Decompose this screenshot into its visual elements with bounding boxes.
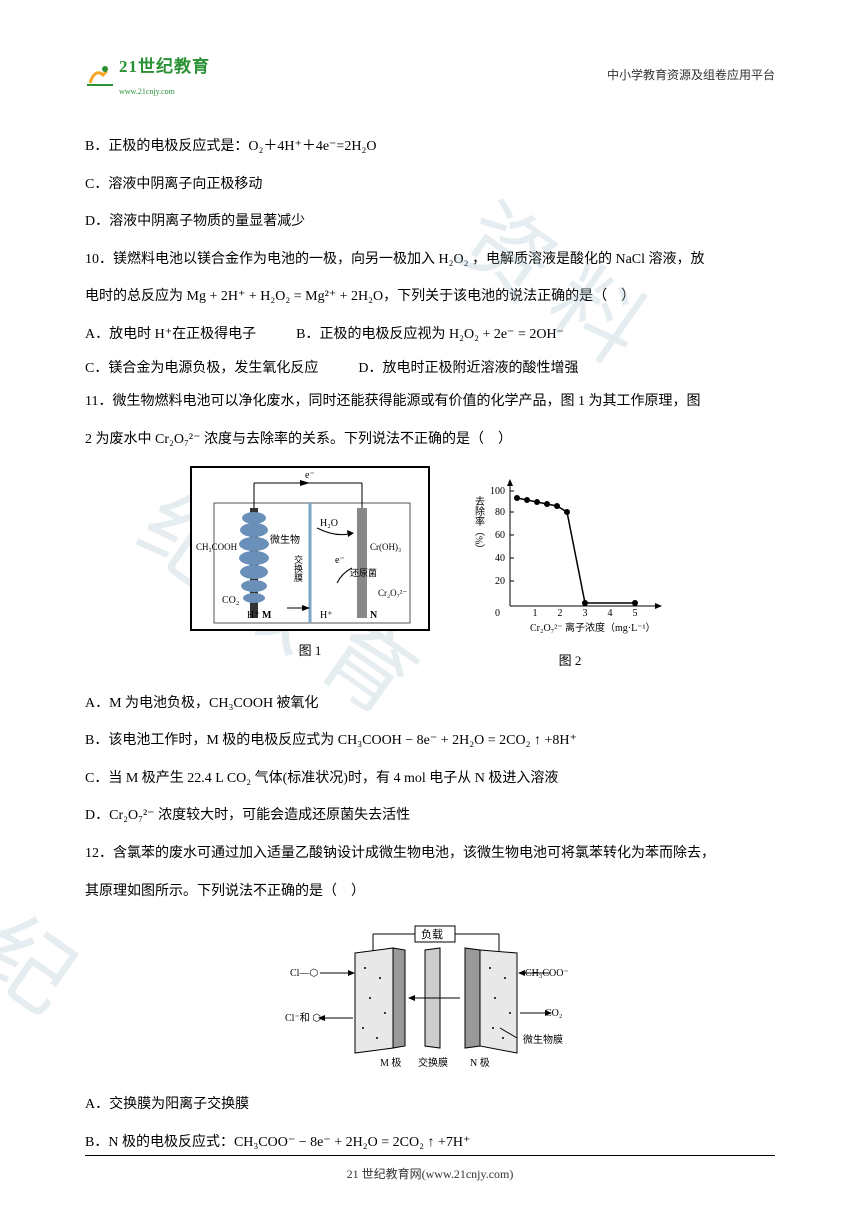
svg-text:H₂O: H₂O [320, 518, 338, 529]
q12-option-a: A．交换膜为阳离子交换膜 [85, 1088, 775, 1122]
svg-text:60: 60 [495, 530, 505, 541]
page-header: 21世纪教育 www.21cnjy.com 中小学教育资源及组卷应用平台 [85, 50, 775, 100]
q10-option-d: D．放电时正极附近溶液的酸性增强 [358, 352, 578, 386]
q11-option-a: A．M 为电池负极，CH₃COOH 被氧化 [85, 687, 775, 721]
svg-text:CH₃COOH: CH₃COOH [196, 542, 238, 552]
svg-text:H⁺: H⁺ [320, 610, 333, 621]
svg-text:H⁺: H⁺ [247, 610, 260, 621]
svg-text:M: M [262, 610, 272, 621]
question-12: 12．含氯苯的废水可通过加入适量乙酸钠设计成微生物电池，该微生物电池可将氯苯转化… [85, 837, 775, 871]
figure-1-caption: 图 1 [190, 635, 430, 666]
svg-text:N 极: N 极 [470, 1056, 490, 1069]
figure-1: e⁻ CH₃COOH CO₂ 微生物 交换膜 H₂O e⁻ Cr(OH)₃ 还原… [190, 466, 430, 666]
figure-2-caption: 图 2 [470, 645, 670, 676]
figure-row: e⁻ CH₃COOH CO₂ 微生物 交换膜 H₂O e⁻ Cr(OH)₃ 还原… [85, 466, 775, 676]
svg-text:Cl—⬡: Cl—⬡ [290, 968, 318, 979]
q11-option-c: C．当 M 极产生 22.4 L CO₂ 气体(标准状况)时，有 4 mol 电… [85, 762, 775, 796]
svg-text:3: 3 [583, 608, 588, 619]
logo: 21世纪教育 www.21cnjy.com [85, 50, 210, 100]
svg-text:80: 80 [495, 507, 505, 518]
svg-text:e⁻: e⁻ [305, 470, 315, 481]
q11-option-d: D．Cr₂O₇²⁻ 浓度较大时，可能会造成还原菌失去活性 [85, 799, 775, 833]
svg-text:e⁻: e⁻ [335, 555, 345, 566]
header-subtitle: 中小学教育资源及组卷应用平台 [607, 63, 775, 87]
logo-text-en: www.21cnjy.com [119, 84, 210, 100]
svg-text:还原菌: 还原菌 [350, 567, 377, 578]
svg-text:CH₃COO⁻: CH₃COO⁻ [525, 968, 569, 979]
q11-option-b: B．该电池工作时，M 极的电极反应式为 CH₃COOH − 8e⁻ + 2H₂O… [85, 724, 775, 758]
question-12-cont: 其原理如图所示。下列说法不正确的是（ ） [85, 875, 775, 909]
figure-2: 去除率（%） 0 1 2 3 4 5 20 40 60 80 100 [470, 466, 670, 676]
svg-text:CO₂: CO₂ [222, 595, 239, 606]
svg-text:负载: 负载 [421, 927, 443, 941]
svg-text:Cr(OH)₃: Cr(OH)₃ [370, 542, 401, 552]
svg-text:100: 100 [490, 486, 505, 497]
svg-text:CO₂: CO₂ [545, 1008, 562, 1019]
option-b: B．正极的电极反应式是：O₂＋4H⁺＋4e⁻=2H₂O [85, 130, 775, 164]
option-c: C．溶液中阴离子向正极移动 [85, 168, 775, 202]
svg-text:Cr₂O₇²⁻ 离子浓度（mg·L⁻¹）: Cr₂O₇²⁻ 离子浓度（mg·L⁻¹） [530, 621, 655, 634]
chart-2: 去除率（%） 0 1 2 3 4 5 20 40 60 80 100 [470, 466, 670, 641]
question-11-cont: 2 为废水中 Cr₂O₇²⁻ 浓度与去除率的关系。下列说法不正确的是（ ） [85, 423, 775, 457]
document-body: B．正极的电极反应式是：O₂＋4H⁺＋4e⁻=2H₂O C．溶液中阴离子向正极移… [85, 130, 775, 1159]
svg-text:Cl⁻和 ⬡: Cl⁻和 ⬡ [285, 1012, 321, 1024]
question-11: 11．微生物燃料电池可以净化废水，同时还能获得能源或有价值的化学产品，图 1 为… [85, 385, 775, 419]
svg-text:20: 20 [495, 576, 505, 587]
diagram-3: 负载 Cl—⬡ Cl⁻和 [285, 918, 575, 1078]
svg-text:交换膜: 交换膜 [293, 554, 303, 583]
q10-option-b: B．正极的电极反应视为 H₂O₂ + 2e⁻ = 2OH⁻ [296, 318, 564, 352]
svg-text:交换膜: 交换膜 [418, 1056, 448, 1069]
footer-text: 21 世纪教育网(www.21cnjy.com) [347, 1167, 514, 1181]
svg-text:5: 5 [633, 608, 638, 619]
question-10: 10．镁燃料电池以镁合金作为电池的一极，向另一极加入 H₂O₂ ，电解质溶液是酸… [85, 243, 775, 277]
svg-text:Cr₂O₇²⁻: Cr₂O₇²⁻ [378, 588, 407, 598]
logo-icon [85, 63, 115, 87]
svg-text:M 极: M 极 [380, 1056, 401, 1069]
svg-text:40: 40 [495, 553, 505, 564]
svg-text:微生物: 微生物 [270, 533, 300, 546]
page-footer: 21 世纪教育网(www.21cnjy.com) [0, 1155, 860, 1186]
svg-text:N: N [370, 610, 378, 621]
svg-text:2: 2 [558, 608, 563, 619]
diagram-1: e⁻ CH₃COOH CO₂ 微生物 交换膜 H₂O e⁻ Cr(OH)₃ 还原… [190, 466, 430, 631]
svg-text:1: 1 [533, 608, 538, 619]
svg-text:4: 4 [608, 608, 613, 619]
q10-option-c: C．镁合金为电源负极，发生氧化反应 [85, 352, 318, 386]
option-d: D．溶液中阴离子物质的量显著减少 [85, 205, 775, 239]
svg-text:去除率（%）: 去除率（%） [473, 496, 485, 555]
logo-text-cn: 21世纪教育 [119, 57, 210, 76]
q10-option-a: A．放电时 H⁺在正极得电子 [85, 318, 256, 352]
svg-text:微生物膜: 微生物膜 [523, 1033, 563, 1046]
svg-text:0: 0 [495, 608, 500, 619]
question-10-cont: 电时的总反应为 Mg + 2H⁺ + H₂O₂ = Mg²⁺ + 2H₂O，下列… [85, 280, 775, 314]
